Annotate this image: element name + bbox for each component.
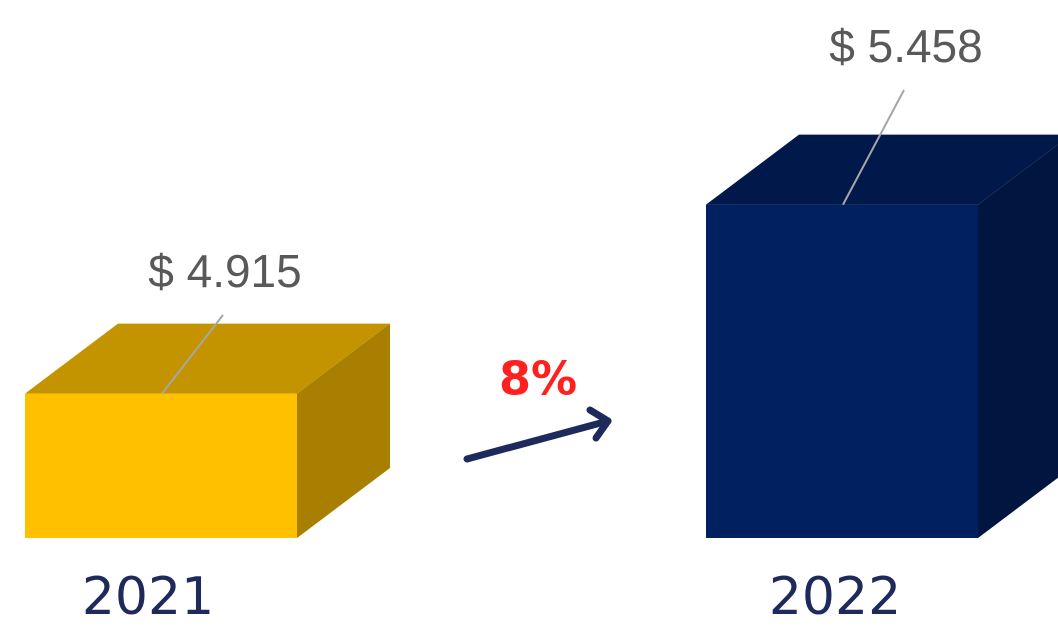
leader-line bbox=[842, 89, 905, 206]
value-label: $ 4.915 bbox=[148, 245, 301, 297]
bar-top bbox=[706, 134, 1058, 205]
bar-top bbox=[25, 323, 390, 394]
leader-line bbox=[161, 314, 224, 395]
growth-arrow bbox=[463, 406, 612, 463]
bar-side bbox=[978, 144, 1058, 538]
bar bbox=[25, 393, 297, 538]
annotation: 8% bbox=[499, 352, 577, 406]
bar-side bbox=[297, 323, 390, 538]
x-tick-label: 2021 bbox=[82, 567, 214, 626]
value-label: $ 5.458 bbox=[829, 20, 982, 72]
bar bbox=[706, 204, 978, 538]
x-tick-label: 2022 bbox=[769, 567, 901, 626]
